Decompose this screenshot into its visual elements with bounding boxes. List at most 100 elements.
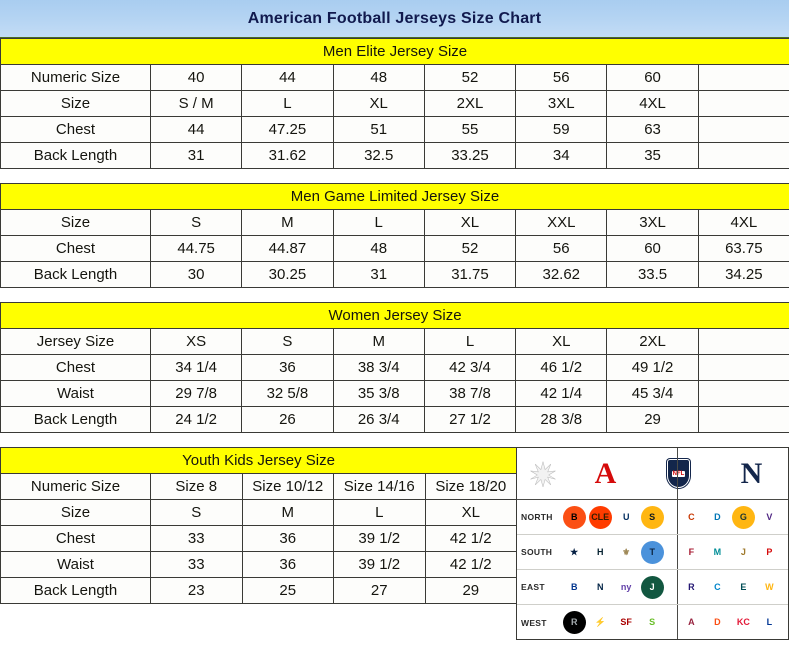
team-logo-icon: ⚜ [614, 540, 638, 564]
table-cell: 40 [149, 64, 243, 91]
table-cell: 34 [515, 142, 608, 169]
section-title-row: Men Game Limited Jersey Size [0, 183, 789, 210]
empty-cell [697, 354, 789, 381]
table-cell: L [423, 328, 517, 355]
team-logo-icon: KC [731, 611, 755, 634]
conference-header: A NFL N [517, 448, 788, 500]
row-label: Waist [0, 551, 151, 578]
section-men-game-limited: Men Game Limited Jersey Size Size S M L XL XXL… [0, 183, 789, 288]
table-cell: 3XL [515, 90, 608, 117]
row-label: Numeric Size [0, 473, 151, 500]
table-row: Back Length 23 25 27 29 [0, 577, 518, 604]
table-cell: 34 1/4 [149, 354, 243, 381]
nfc-logo-cell: N [715, 456, 788, 490]
team-logo-icon: ny [614, 575, 638, 599]
table-cell: 47.25 [241, 116, 334, 143]
table-row: Waist 33 36 39 1/2 42 1/2 [0, 551, 518, 578]
division-label: NORTH [521, 512, 553, 522]
division-label: SOUTH [521, 547, 553, 557]
table-cell: S [241, 328, 334, 355]
table-cell: 63 [606, 116, 699, 143]
team-logo-icon: B [562, 505, 586, 529]
table-cell: XL [424, 499, 518, 526]
section-title-row: Women Jersey Size [0, 302, 789, 329]
table-cell: 60 [606, 235, 699, 262]
row-label: Size [0, 499, 151, 526]
starburst-icon [530, 460, 556, 487]
section-title: Men Elite Jersey Size [0, 38, 789, 65]
table-cell: 23 [150, 577, 243, 604]
table-cell: 31 [149, 142, 243, 169]
afc-team-group: B CLE U S [562, 505, 676, 529]
table-row: Back Length 30 30.25 31 31.75 32.62 33.5 34.25 [0, 261, 789, 288]
table-women: Women Jersey Size Jersey Size XS S M L XL 2XL Ch… [0, 302, 789, 433]
row-label: Size [0, 90, 151, 117]
table-cell: 38 3/4 [332, 354, 425, 381]
row-label: Chest [0, 116, 151, 143]
table-cell: 28 3/8 [515, 406, 608, 433]
nfl-logo-cell: NFL [642, 459, 715, 488]
team-logo-icon: A [679, 611, 703, 634]
row-label: Back Length [0, 261, 151, 288]
afc-logo-cell: A [569, 458, 642, 489]
team-logo-icon: G [731, 505, 755, 529]
nfl-teams-panel: A NFL N NORTH B CLE U S C D G V SOUTH ★ H ⚜ T F M J P EAST… [516, 447, 789, 640]
team-logo-icon: W [757, 575, 781, 599]
table-cell: XS [149, 328, 243, 355]
table-cell: 27 1/2 [423, 406, 517, 433]
table-cell: 36 [241, 525, 334, 552]
nfl-shield-icon: NFL [667, 459, 690, 488]
division-label: WEST [521, 617, 547, 628]
team-logo-icon: E [731, 575, 755, 599]
nfc-logo-icon: N [740, 456, 763, 490]
empty-cell [697, 380, 789, 407]
table-cell: 44 [241, 64, 334, 91]
team-logo-icon: ★ [562, 540, 586, 564]
table-cell: 38 7/8 [423, 380, 517, 407]
table-cell: 45 3/4 [606, 380, 699, 407]
table-cell: 26 [241, 406, 334, 433]
table-cell: 30.25 [241, 261, 334, 288]
team-logo-icon: D [705, 611, 729, 634]
table-cell: 2XL [606, 328, 699, 355]
table-cell: L [332, 209, 425, 236]
page-title: American Football Jerseys Size Chart [247, 9, 542, 27]
section-title-row: Youth Kids Jersey Size [0, 447, 518, 474]
table-cell: 35 [606, 142, 699, 169]
team-logo-icon: S [640, 505, 664, 529]
team-logo-icon: B [562, 575, 586, 599]
table-cell: 42 3/4 [423, 354, 517, 381]
table-cell: 4XL [697, 209, 789, 236]
table-cell: 29 [424, 577, 518, 604]
table-cell: 42 1/2 [424, 551, 518, 578]
table-cell: 29 [606, 406, 699, 433]
table-cell: 60 [606, 64, 699, 91]
table-cell: 46 1/2 [515, 354, 608, 381]
table-cell: 39 1/2 [333, 551, 426, 578]
table-cell: 52 [423, 235, 517, 262]
empty-cell [697, 90, 789, 117]
table-cell: 59 [515, 116, 608, 143]
conference-divider [677, 605, 678, 639]
section-gap [0, 433, 789, 447]
table-row: Size S M L XL XXL 3XL 4XL [0, 209, 789, 236]
row-label: Chest [0, 235, 151, 262]
section-women: Women Jersey Size Jersey Size XS S M L XL 2XL Ch… [0, 302, 789, 433]
table-cell: 31.62 [241, 142, 334, 169]
division-label: EAST [521, 582, 545, 592]
table-youth: Youth Kids Jersey Size Numeric Size Size 8… [0, 447, 518, 604]
table-cell: Size 18/20 [424, 473, 518, 500]
team-logo-icon: P [757, 540, 781, 564]
table-cell: 33 [150, 525, 243, 552]
table-cell: 63.75 [697, 235, 789, 262]
section-gap [0, 169, 789, 183]
table-row: Chest 44.75 44.87 48 52 56 60 63.75 [0, 235, 789, 262]
section-men-elite: Men Elite Jersey Size Numeric Size 40 44 48 5… [0, 38, 789, 169]
table-row: Jersey Size XS S M L XL 2XL [0, 328, 789, 355]
table-row: Numeric Size Size 8 Size 10/12 Size 14/16 Si… [0, 473, 518, 500]
nfl-shield-label: NFL [671, 470, 686, 477]
table-cell: 4XL [606, 90, 699, 117]
